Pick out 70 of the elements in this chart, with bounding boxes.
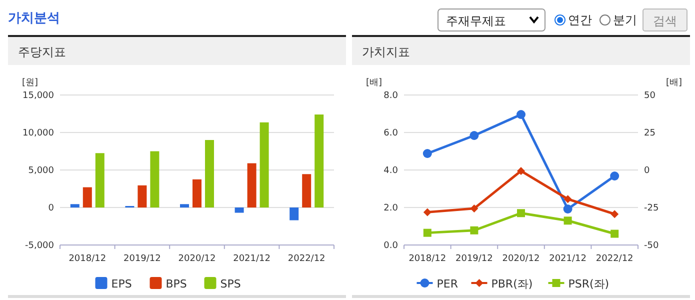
x-tick-label: 2020/12	[502, 254, 540, 264]
x-tick-label: 2019/12	[124, 254, 161, 264]
y2-axis-title: [배]	[666, 78, 682, 88]
y2-tick-label: -25	[644, 204, 659, 214]
bar	[150, 151, 160, 208]
text: 연간	[568, 13, 592, 27]
y2-tick-label: 0	[644, 166, 650, 176]
y-tick-label: 15,000	[22, 91, 54, 101]
point	[470, 131, 479, 140]
x-tick-label: 2022/12	[288, 254, 326, 264]
legend-label: BPS	[166, 278, 187, 290]
y-tick-label: 0	[48, 204, 54, 214]
y2-tick-label: 50	[644, 91, 656, 101]
y-axis-title: [원]	[22, 78, 38, 88]
x-tick-label: 2019/12	[456, 254, 493, 264]
y-tick-label: 2.0	[384, 204, 398, 214]
point	[516, 110, 526, 119]
bar	[95, 153, 104, 208]
point	[470, 204, 478, 212]
y-tick-label: 4.0	[384, 166, 398, 176]
bar	[205, 140, 214, 208]
y-axis-title: [배]	[366, 78, 382, 88]
legend-label: EPS	[111, 278, 132, 290]
y-tick-label: 6.0	[384, 128, 398, 138]
bar	[82, 187, 92, 208]
bar	[138, 185, 147, 208]
point	[563, 204, 572, 214]
x-tick-label: 2021/12	[549, 254, 586, 264]
chart-title: 주당지표	[18, 45, 66, 59]
point	[517, 209, 525, 218]
chart-title: 가치지표	[362, 45, 410, 59]
x-tick-label: 2021/12	[233, 254, 270, 264]
y2-tick-label: 25	[644, 128, 656, 138]
bar	[260, 122, 269, 208]
legend-label: PBR(좌)	[491, 278, 533, 290]
point	[422, 149, 432, 158]
bar	[302, 174, 312, 208]
point	[610, 230, 619, 238]
legend-label: PSR(좌)	[568, 278, 610, 290]
legend-label: PER	[436, 278, 458, 290]
point	[423, 208, 432, 216]
bar	[234, 208, 244, 213]
point	[423, 228, 432, 237]
bar	[70, 204, 80, 208]
text: 분기	[613, 13, 637, 27]
text: 가치분석	[8, 11, 60, 26]
point	[470, 226, 478, 234]
point	[610, 210, 619, 218]
y-tick-label: 8.0	[384, 91, 398, 101]
x-tick-label: 2018/12	[68, 254, 106, 264]
bar	[180, 204, 189, 208]
y-tick-label: 5,000	[28, 166, 54, 176]
x-tick-label: 2020/12	[178, 254, 216, 264]
bar	[192, 179, 202, 208]
x-tick-label: 2018/12	[408, 254, 446, 264]
point	[610, 172, 620, 180]
y-tick-label: -5,000	[24, 241, 54, 251]
legend-label: SPS	[220, 278, 241, 290]
bar	[290, 208, 299, 220]
y-tick-label: 10,000	[22, 128, 54, 138]
bar	[247, 163, 256, 208]
point	[517, 166, 525, 175]
point	[564, 216, 572, 225]
y2-tick-label: -50	[644, 241, 659, 251]
point	[564, 195, 572, 204]
y-tick-label: 0.0	[384, 241, 398, 251]
x-tick-label: 2022/12	[596, 254, 634, 264]
text: 주재무제표	[446, 14, 506, 28]
text: 검색	[653, 14, 677, 28]
bar	[314, 114, 324, 208]
